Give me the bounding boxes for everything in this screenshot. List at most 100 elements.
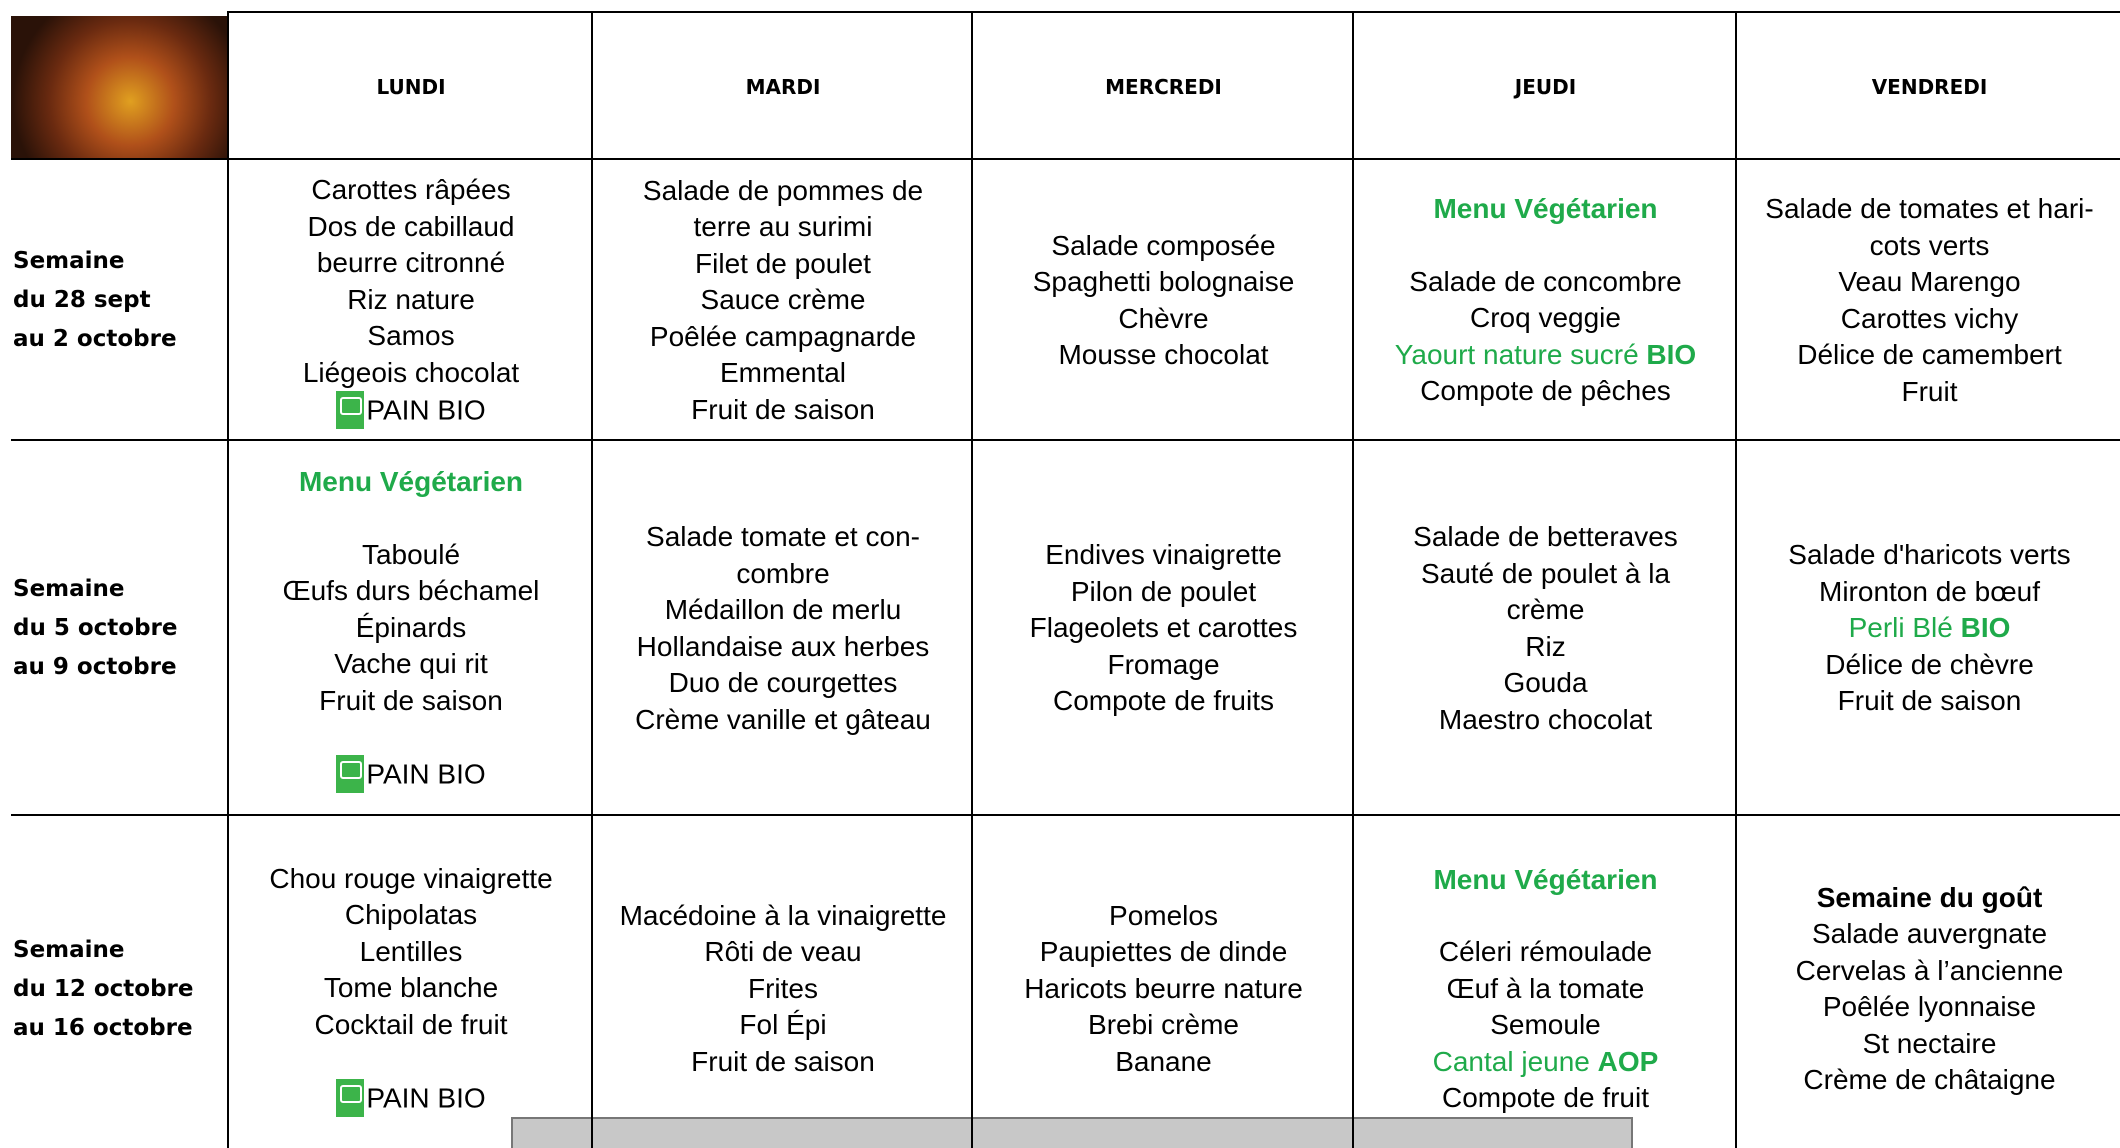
menu-line: crème [1506, 594, 1585, 625]
menu-cell: Semaine du goût Salade auvergnate Cervelas… [1735, 814, 2120, 1148]
menu-line: Œuf à la tomate [1446, 972, 1645, 1004]
menu-line: Pomelos [1109, 899, 1218, 931]
bread-line: PAIN BIO [336, 755, 486, 793]
menu-line: Chipolatas [344, 899, 478, 931]
menu-line: Fruit de saison [319, 684, 503, 716]
menu-cell: Macédoine à la vinaigrette Rôti de veau Fr… [591, 814, 973, 1148]
menu-cell: Chou rouge vinaigrette Chipolatas Lentille… [227, 814, 593, 1148]
day-header: JEUDI [1352, 11, 1737, 160]
menu-cell: Salade de tomates et hari-cots verts Veau… [1735, 158, 2120, 441]
menu-line: Fol Épi [739, 1009, 827, 1041]
day-name: LUNDI [376, 74, 446, 99]
menu-line: Emmental [719, 357, 847, 389]
bread-line: PAIN BIO [336, 1079, 486, 1118]
menu-line: Salade de betteraves [1413, 521, 1678, 552]
week-line: Semaine [13, 576, 125, 602]
menu-line: Sauce crème [700, 284, 866, 316]
menu-line: beurre citronné [316, 247, 506, 278]
menu-cell: Salade tomate et con-combre Médaillon de … [591, 439, 973, 816]
menu-line: St nectaire [1862, 1027, 1997, 1059]
bread-text: PAIN BIO [366, 1082, 486, 1114]
menu-line: Salade de pommes de [642, 174, 924, 206]
menu-line: Chèvre [1118, 302, 1209, 334]
day-name: MARDI [745, 74, 821, 99]
menu-line: Duo de courgettes [668, 667, 898, 698]
menu-line: Vache qui rit [334, 648, 488, 679]
week-label: Semaine du 12 octobre au 16 octobre [11, 814, 229, 1148]
week-line: Semaine [13, 936, 125, 963]
menu-line: Perli Blé BIO [1849, 610, 2011, 647]
menu-cell: Salade de betteraves Sauté de poulet à la… [1352, 439, 1737, 816]
menu-line: Sauté de poulet à la [1420, 557, 1671, 589]
menu-line: Endives vinaigrette [1045, 539, 1282, 571]
menu-line: Chou rouge vinaigrette [269, 862, 553, 894]
menu-line: Poêlée lyonnaise [1822, 991, 2037, 1022]
menu-line: terre au surimi [693, 211, 873, 243]
menu-cell: Carottes râpées Dos de cabillaud beurre ci… [227, 158, 593, 441]
bio-logo [336, 1079, 365, 1118]
menu-cell: Salade composée Spaghetti bolognaise Chèvr… [971, 158, 1354, 441]
bio-logo [336, 755, 365, 793]
day-name: VENDREDI [1871, 74, 1988, 99]
menu-cell: Menu Végétarien Céleri rémoulade Œuf à la … [1352, 814, 1737, 1148]
menu-line: Épinards [355, 611, 467, 643]
day-header: VENDREDI [1735, 11, 2120, 160]
menu-cell: Salade de pommes de terre au surimi Filet … [591, 158, 973, 441]
menu-line: Gouda [1503, 667, 1588, 698]
menu-line: Menu Végétarien [1433, 863, 1658, 895]
week-line: du 28 sept [13, 287, 151, 313]
menu-line: Veau Marengo [1838, 266, 2021, 297]
menu-line: Salade composée [1051, 229, 1276, 261]
menu-line: Semoule [1490, 1009, 1601, 1040]
day-name: MERCREDI [1105, 74, 1222, 99]
menu-line: Cocktail de fruit [314, 1008, 508, 1040]
menu-line: Liégeois chocolat [302, 356, 520, 388]
menu-line: Maestro chocolat [1438, 703, 1653, 735]
menu-line: Riz [1525, 630, 1566, 662]
menu-text-part: Perli Blé [1848, 612, 1961, 644]
menu-line: Samos [367, 320, 455, 351]
week-line: au 9 octobre [13, 654, 177, 680]
menu-line: Menu Végétarien [1433, 193, 1658, 225]
menu-line: Salade d'haricots verts [1788, 539, 2071, 571]
menu-line: Frites [748, 972, 818, 1004]
day-header: LUNDI [227, 11, 593, 160]
cornucopia-image [11, 16, 228, 158]
week-label: Semaine du 5 octobre au 9 octobre [11, 439, 229, 816]
menu-line: Filet de poulet [695, 247, 871, 279]
menu-text-part: AOP [1597, 1045, 1659, 1077]
week-label: Semaine du 28 sept au 2 octobre [11, 158, 229, 441]
menu-line: Salade tomate et con- [646, 521, 920, 552]
menu-cell: Salade d'haricots verts Mironton de bœuf P… [1735, 439, 2120, 816]
day-header: MARDI [591, 11, 973, 160]
menu-line: Poêlée campagnarde [649, 320, 917, 352]
menu-line: Haricots beurre nature [1024, 972, 1303, 1004]
menu-line: Délice de camembert [1797, 339, 2062, 370]
menu-line: Carottes râpées [311, 174, 511, 205]
day-name: JEUDI [1514, 74, 1577, 99]
menu-text-part: Cantal jeune [1432, 1045, 1598, 1077]
menu-line: Compote de fruits [1053, 685, 1274, 717]
menu-text-part: BIO [1646, 338, 1697, 370]
menu-cell: Menu Végétarien Salade de concombre Croq v… [1352, 158, 1737, 441]
menu-line: Menu Végétarien [298, 466, 524, 497]
menu-line: Spaghetti bolognaise [1032, 266, 1295, 297]
menu-line: Cervelas à l’ancienne [1795, 954, 2064, 986]
menu-line: Taboulé [361, 538, 461, 570]
menu-line: Flageolets et carottes [1029, 612, 1298, 644]
menu-line: Salade de tomates et hari- [1765, 193, 2094, 224]
menu-line: Mousse chocolat [1058, 339, 1269, 370]
menu-line: Crème de châtaigne [1803, 1064, 2056, 1095]
menu-line: Dos de cabillaud [307, 210, 515, 242]
menu-line: Macédoine à la vinaigrette [619, 899, 947, 931]
menu-line: Hollandaise aux herbes [636, 630, 930, 662]
bread-text: PAIN BIO [366, 394, 486, 426]
menu-line: Banane [1115, 1045, 1212, 1077]
week-line: du 5 octobre [13, 615, 178, 641]
menu-line: Céleri rémoulade [1438, 936, 1653, 967]
week-line: Semaine [13, 248, 125, 274]
menu-line: Lentilles [359, 935, 463, 967]
menu-text-part: Yaourt nature sucré [1394, 338, 1647, 370]
menu-line: Fruit de saison [691, 393, 875, 425]
